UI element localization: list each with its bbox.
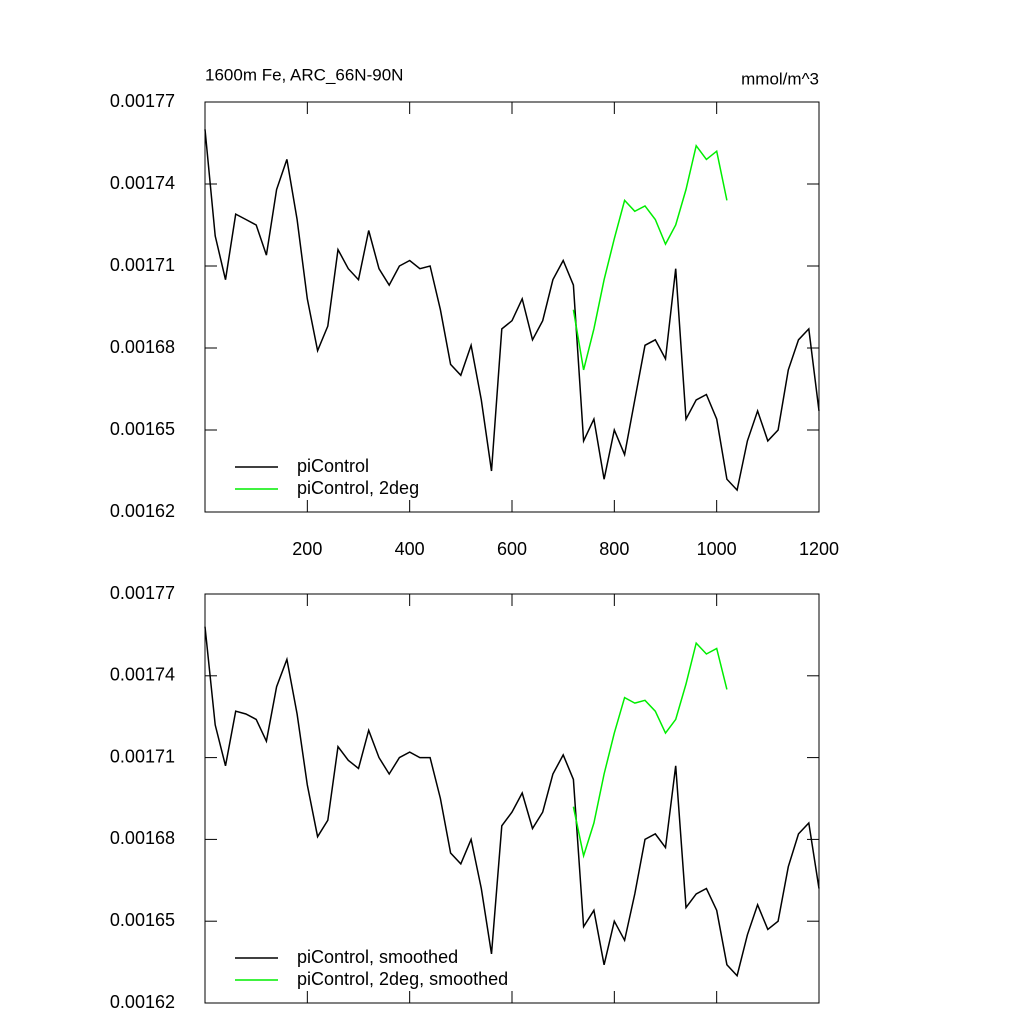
x-tick-label: 1200: [799, 539, 839, 559]
plot-frame: [204, 593, 820, 1004]
y-tick-label: 0.00171: [110, 255, 175, 275]
y-tick-label: 0.00174: [110, 173, 175, 193]
y-tick-label: 0.00177: [110, 91, 175, 111]
y-tick-label: 0.00168: [110, 828, 175, 848]
plot-frame: [204, 101, 820, 513]
y-tick-label: 0.00177: [110, 583, 175, 603]
series-line: [572, 641, 728, 859]
y-tick-label: 0.00171: [110, 746, 175, 766]
y-tick-label: 0.00174: [110, 665, 175, 685]
y-tick-label: 0.00162: [110, 992, 175, 1012]
legend-label: piControl, 2deg: [297, 478, 419, 498]
y-tick-label: 0.00162: [110, 501, 175, 521]
series-line: [572, 143, 728, 371]
legend-label: piControl, smoothed: [297, 947, 458, 967]
y-tick-label: 0.00165: [110, 910, 175, 930]
units-label: mmol/m^3: [741, 69, 819, 88]
series-line: [204, 626, 820, 978]
chart-title: 1600m Fe, ARC_66N-90N: [205, 65, 403, 84]
x-tick-label: 200: [292, 539, 322, 559]
x-tick-label: 600: [497, 539, 527, 559]
y-tick-label: 0.00168: [110, 337, 175, 357]
legend-label: piControl, 2deg, smoothed: [297, 969, 508, 989]
series-line: [204, 129, 820, 492]
x-tick-label: 400: [395, 539, 425, 559]
legend-label: piControl: [297, 456, 369, 476]
y-tick-label: 0.00165: [110, 419, 175, 439]
x-tick-label: 800: [599, 539, 629, 559]
x-tick-label: 1000: [697, 539, 737, 559]
